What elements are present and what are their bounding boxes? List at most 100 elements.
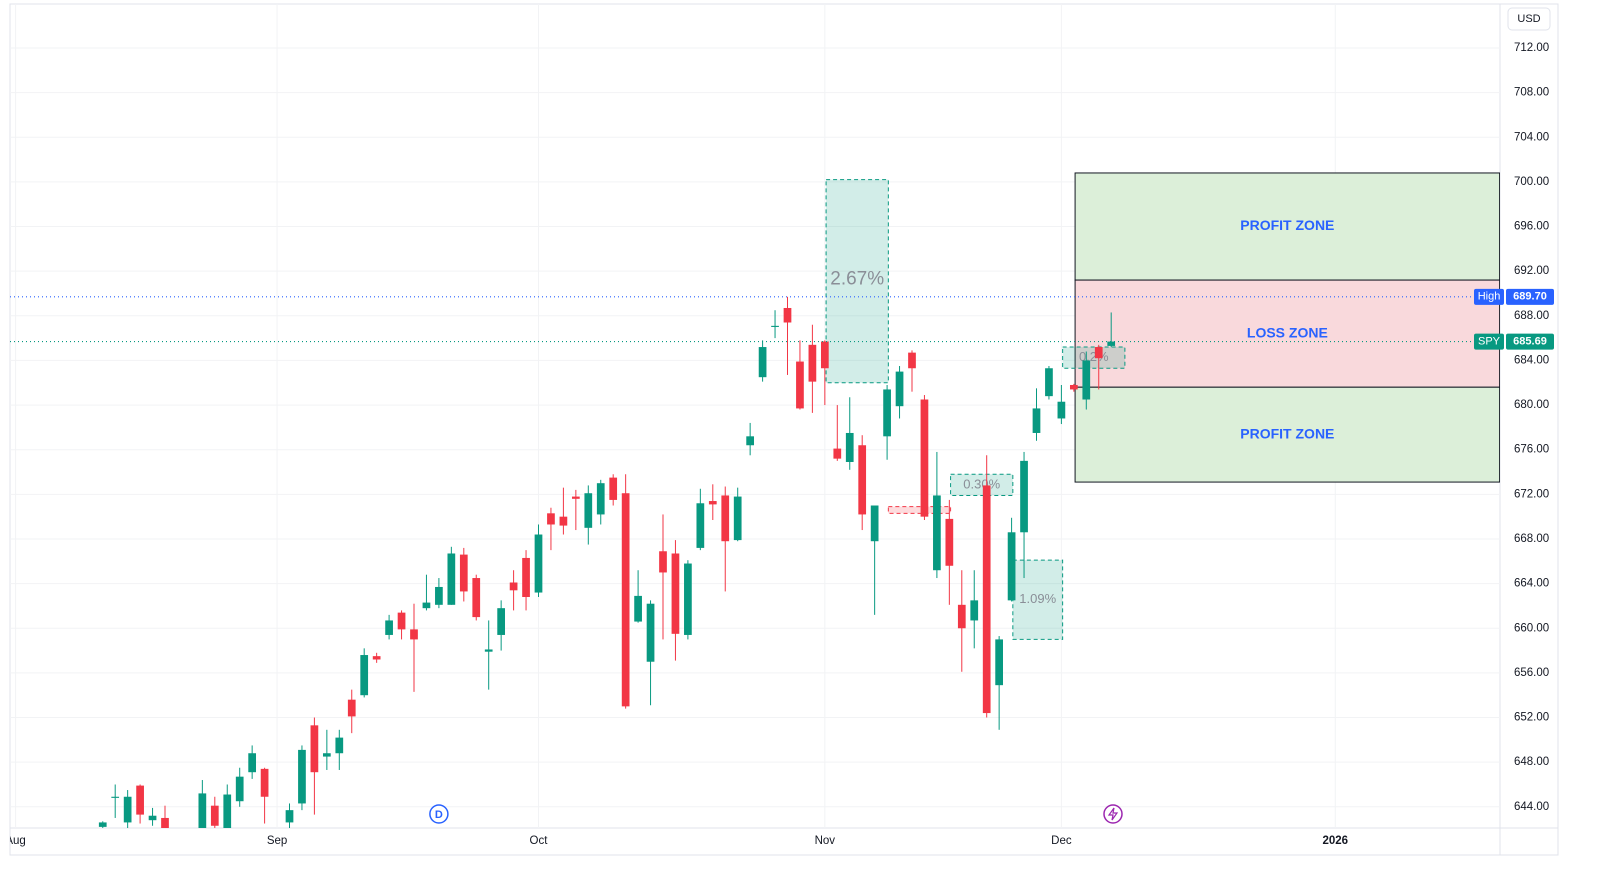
candle-body — [198, 793, 207, 828]
candle — [1032, 388, 1041, 441]
candle-body — [559, 516, 568, 526]
candle-body — [796, 361, 804, 409]
candle — [746, 422, 755, 456]
candle — [235, 767, 244, 807]
lightning-icon[interactable] — [1103, 804, 1123, 824]
event-marker[interactable] — [429, 804, 449, 824]
axes: 644.00 648.00 652.00 656.00 660.00 664.00 668.… — [429, 42, 1554, 824]
candle-body — [310, 725, 319, 773]
candle — [285, 803, 294, 828]
candle — [1007, 517, 1016, 602]
candle-body — [547, 513, 555, 525]
candle-body — [1057, 401, 1066, 419]
measure-box[interactable] — [825, 179, 889, 384]
candle — [808, 324, 817, 413]
x-axis: Aug Sep Oct Nov Dec 2026 — [5, 835, 1348, 847]
price-tag-box — [1506, 288, 1554, 305]
candle — [571, 489, 580, 531]
plot: PROFIT ZONE LOSS ZONE PROFIT ZONE 2.67% 0.30… — [10, 4, 1500, 828]
candle-body — [995, 639, 1004, 686]
y-tick-label: 708.00 — [1514, 87, 1549, 99]
candle — [111, 784, 120, 818]
measure-box[interactable] — [950, 473, 1014, 496]
candle — [148, 807, 157, 826]
y-tick-label: 680.00 — [1514, 399, 1549, 411]
price-tag-name: SPY — [1478, 335, 1501, 347]
candle-body — [783, 307, 792, 323]
event-label: D — [435, 809, 443, 821]
x-tick-label: Nov — [815, 835, 836, 847]
candle-body — [459, 554, 468, 592]
candle — [422, 574, 431, 611]
candle-body — [111, 796, 120, 798]
price-tag: 689.70 — [1513, 291, 1547, 303]
candle — [1020, 451, 1028, 579]
candle — [883, 384, 891, 460]
candle — [820, 340, 829, 406]
candle — [210, 796, 219, 828]
candle-body — [298, 749, 306, 804]
candle-body — [858, 445, 867, 515]
candle — [198, 780, 207, 828]
measure-box[interactable] — [1012, 559, 1064, 640]
candle-body — [945, 518, 954, 566]
candle-body — [808, 344, 817, 382]
candle — [895, 366, 904, 419]
candle-body — [920, 399, 929, 517]
x-tick-label: Dec — [1051, 835, 1072, 847]
candle-body — [621, 493, 630, 707]
zone[interactable] — [1074, 172, 1500, 281]
x-tick-label: Aug — [5, 835, 25, 847]
candle — [920, 395, 929, 521]
candle — [310, 717, 319, 815]
candle-body — [136, 785, 144, 815]
candle — [646, 600, 655, 706]
candle-body — [235, 776, 244, 802]
candle-body — [161, 817, 169, 828]
candle — [796, 340, 804, 410]
y-tick-label: 668.00 — [1514, 533, 1549, 545]
candle-body — [397, 612, 406, 630]
candle-body — [1032, 408, 1041, 433]
candle — [509, 570, 518, 611]
y-tick-label: 660.00 — [1514, 622, 1549, 634]
zone[interactable] — [1074, 386, 1500, 483]
x-tick-label: Oct — [530, 835, 549, 847]
candle — [547, 507, 555, 551]
candle — [1045, 366, 1053, 400]
candle-body — [123, 796, 132, 823]
candle — [410, 603, 418, 692]
currency-box[interactable] — [1507, 7, 1551, 31]
candle — [684, 560, 692, 640]
candle-body — [833, 448, 842, 459]
candle-body — [534, 534, 543, 593]
candle-body — [870, 505, 879, 542]
candle-body — [895, 371, 904, 407]
candle-body — [322, 753, 331, 757]
candle-body — [422, 602, 431, 609]
candle-body — [659, 551, 667, 573]
candle — [870, 505, 879, 615]
candle — [1082, 351, 1091, 410]
candle-body — [684, 563, 692, 635]
y-tick-label: 684.00 — [1514, 354, 1549, 366]
candle-body — [970, 600, 979, 621]
candle — [459, 547, 468, 602]
candle — [982, 455, 991, 718]
candle — [322, 729, 331, 770]
currency: USD — [1517, 13, 1540, 25]
measure-box[interactable] — [1062, 346, 1126, 369]
measure-box[interactable] — [887, 506, 952, 514]
candle-body — [733, 496, 742, 541]
candle-body — [335, 737, 344, 754]
y-tick-label: 696.00 — [1514, 221, 1549, 233]
candle — [771, 310, 779, 339]
candle-body — [484, 649, 493, 652]
zone-label: LOSS ZONE — [1247, 324, 1328, 340]
candle — [858, 435, 867, 531]
y-tick-label: 656.00 — [1514, 667, 1549, 679]
candle-body — [571, 496, 580, 499]
y-tick-label: 704.00 — [1514, 131, 1549, 143]
y-tick-label: 648.00 — [1514, 756, 1549, 768]
